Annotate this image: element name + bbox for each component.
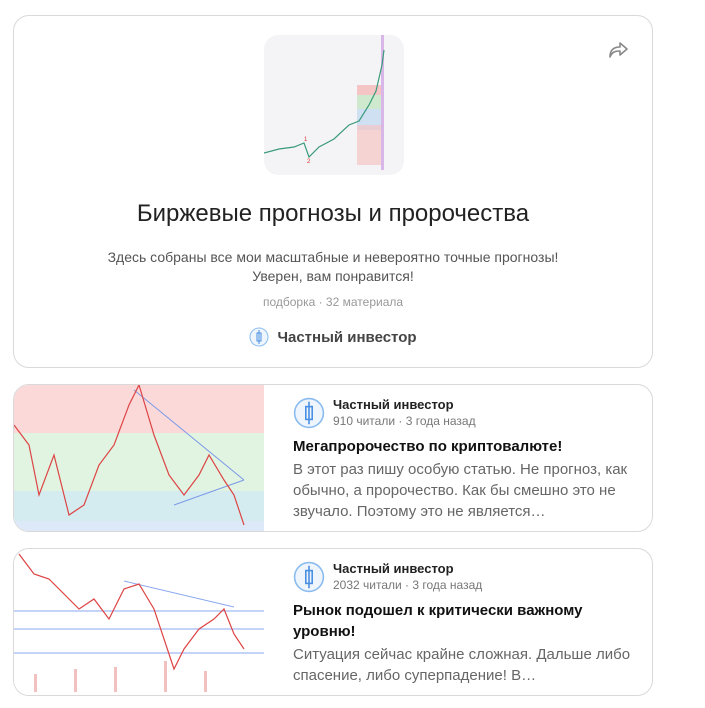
article-snippet: Ситуация сейчас крайне сложная. Дальше л… <box>293 646 631 684</box>
collection-description: Здесь собраны все мои масштабные и невер… <box>74 248 592 286</box>
svg-text:2: 2 <box>307 159 311 165</box>
share-arrow-icon <box>609 42 628 58</box>
channel-avatar-icon <box>293 397 325 429</box>
author-name[interactable]: Частный инвестор <box>333 561 454 576</box>
collection-author[interactable]: Частный инвестор <box>14 327 652 347</box>
article-title[interactable]: Рынок подошел к критически важному уровн… <box>293 602 583 640</box>
article-card[interactable]: Частный инвестор 2032 читали · 3 года наз… <box>13 548 653 696</box>
collection-title[interactable]: Биржевые прогнозы и пророчества <box>136 200 530 227</box>
channel-avatar-icon <box>293 561 325 593</box>
channel-avatar-icon <box>249 327 269 347</box>
article-snippet: В этот раз пишу особую статью. Не прогно… <box>293 461 628 520</box>
description-line: Уверен, вам понравится! <box>252 268 414 284</box>
article-title[interactable]: Мегапророчество по криптовалюте! <box>293 438 563 455</box>
article-thumbnail <box>14 549 279 695</box>
description-line: Здесь собраны все мои масштабные и невер… <box>107 249 559 265</box>
article-meta: 910 читали · 3 года назад <box>333 414 476 428</box>
svg-text:1: 1 <box>304 137 308 143</box>
share-button[interactable] <box>606 38 630 62</box>
collection-meta: подборка · 32 материала <box>262 295 404 309</box>
article-card[interactable]: Частный инвестор 910 читали · 3 года наза… <box>13 384 653 532</box>
article-thumbnail <box>14 385 279 531</box>
article-meta: 2032 читали · 3 года назад <box>333 578 483 592</box>
author-name[interactable]: Частный инвестор <box>333 397 454 412</box>
author-name: Частный инвестор <box>277 328 417 346</box>
